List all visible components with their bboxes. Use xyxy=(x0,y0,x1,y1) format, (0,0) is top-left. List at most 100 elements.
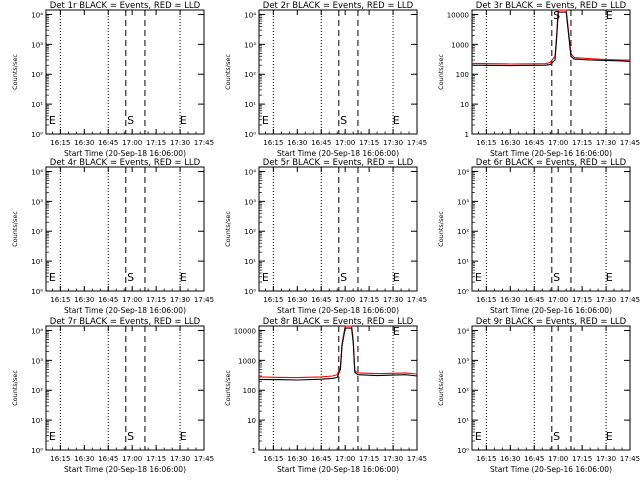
x-axis-label: Start Time (20-Sep-18 16:06:00) xyxy=(277,306,399,315)
x-tick-label: 17:30 xyxy=(383,455,403,463)
x-tick-label: 16:30 xyxy=(74,139,94,147)
panel-title: Det 3r BLACK = Events, RED = LLD xyxy=(476,1,627,11)
interval-marker-s: S xyxy=(340,114,347,127)
y-tick-label: 10⁰ xyxy=(31,447,43,455)
plot-frame xyxy=(45,325,205,451)
y-tick-label: 10² xyxy=(31,387,43,395)
x-tick-label: 17:45 xyxy=(620,139,640,147)
x-tick-label: 17:00 xyxy=(122,139,142,147)
interval-marker-e: E xyxy=(180,271,187,284)
x-tick-label: 16:15 xyxy=(263,139,283,147)
y-tick-label: 10³ xyxy=(244,41,256,49)
x-axis-label: Start Time (20-Sep-18 16:06:00) xyxy=(64,149,186,158)
x-tick-label: 17:30 xyxy=(170,296,190,304)
x-tick-label: 16:15 xyxy=(476,139,496,147)
interval-marker-e: E xyxy=(180,114,187,127)
y-tick-label: 10¹ xyxy=(31,258,43,266)
panel-title: Det 7r BLACK = Events, RED = LLD xyxy=(50,317,201,327)
interval-marker-e: E xyxy=(393,325,400,338)
lld-series-line xyxy=(471,9,630,65)
interval-marker-s: S xyxy=(553,9,560,22)
x-tick-label: 17:00 xyxy=(335,296,355,304)
x-tick-label: 17:00 xyxy=(548,455,568,463)
y-tick-label: 10000 xyxy=(234,327,256,335)
y-axis-label: Counts/sec xyxy=(224,54,232,90)
interval-marker-s: S xyxy=(127,114,134,127)
y-tick-label: 10³ xyxy=(31,198,43,206)
interval-marker-s: S xyxy=(127,271,134,284)
x-tick-label: 16:45 xyxy=(98,296,118,304)
detector-panel-7: Det 7r BLACK = Events, RED = LLD Start Ti… xyxy=(11,317,214,474)
interval-marker-e: E xyxy=(262,271,269,284)
interval-marker-e: E xyxy=(180,430,187,443)
x-tick-label: 16:30 xyxy=(500,455,520,463)
y-tick-label: 10⁴ xyxy=(31,11,43,19)
y-axis-label: Counts/sec xyxy=(437,211,445,247)
y-tick-label: 10⁰ xyxy=(244,288,256,296)
x-tick-label: 17:45 xyxy=(194,455,214,463)
y-tick-label: 10⁴ xyxy=(31,168,43,176)
panel-title: Det 8r BLACK = Events, RED = LLD xyxy=(263,317,414,327)
interval-marker-s: S xyxy=(553,430,560,443)
x-tick-label: 16:15 xyxy=(263,296,283,304)
detector-panel-5: Det 5r BLACK = Events, RED = LLD Start Ti… xyxy=(224,158,427,315)
detector-panel-4: Det 4r BLACK = Events, RED = LLD Start Ti… xyxy=(11,158,214,315)
interval-marker-e: E xyxy=(49,271,56,284)
x-tick-label: 16:30 xyxy=(287,296,307,304)
interval-marker-s: S xyxy=(340,271,347,284)
interval-marker-e: E xyxy=(262,114,269,127)
x-axis-label: Start Time (20-Sep-18 16:06:00) xyxy=(64,306,186,315)
x-axis-label: Start Time (20-Sep-18 16:06:00) xyxy=(277,149,399,158)
x-tick-label: 16:45 xyxy=(524,296,544,304)
y-tick-label: 100 xyxy=(243,387,256,395)
x-tick-label: 17:30 xyxy=(170,139,190,147)
x-tick-label: 16:15 xyxy=(476,455,496,463)
interval-marker-e: E xyxy=(393,114,400,127)
y-tick-label: 10⁴ xyxy=(457,168,469,176)
y-tick-label: 10⁴ xyxy=(31,327,43,335)
x-tick-label: 17:45 xyxy=(620,296,640,304)
x-tick-label: 16:15 xyxy=(263,455,283,463)
y-tick-label: 10⁰ xyxy=(457,288,469,296)
lld-series-line xyxy=(258,325,418,379)
x-tick-label: 17:45 xyxy=(407,455,427,463)
plot-frame xyxy=(258,325,418,451)
x-tick-label: 17:30 xyxy=(596,139,616,147)
interval-marker-e: E xyxy=(393,271,400,284)
x-tick-label: 17:45 xyxy=(194,296,214,304)
plot-frame xyxy=(258,9,418,135)
x-tick-label: 16:45 xyxy=(524,455,544,463)
x-tick-label: 16:15 xyxy=(50,139,70,147)
x-tick-label: 17:30 xyxy=(170,455,190,463)
y-tick-label: 10³ xyxy=(457,357,469,365)
panel-title: Det 4r BLACK = Events, RED = LLD xyxy=(50,158,201,168)
interval-marker-e: E xyxy=(475,430,482,443)
x-tick-label: 17:45 xyxy=(407,139,427,147)
y-axis-label: Counts/sec xyxy=(437,370,445,406)
plot-frame xyxy=(471,9,631,135)
y-tick-label: 10¹ xyxy=(31,417,43,425)
interval-marker-e: E xyxy=(49,430,56,443)
detector-panel-2: Det 2r BLACK = Events, RED = LLD Start Ti… xyxy=(224,1,427,158)
x-tick-label: 17:00 xyxy=(335,139,355,147)
x-tick-label: 17:15 xyxy=(572,296,592,304)
y-axis-label: Counts/sec xyxy=(224,370,232,406)
y-tick-label: 10² xyxy=(244,228,256,236)
x-tick-label: 17:00 xyxy=(122,455,142,463)
y-axis-label: Counts/sec xyxy=(437,54,445,90)
y-tick-label: 10³ xyxy=(31,357,43,365)
x-axis-label: Start Time (20-Sep-16 16:06:00) xyxy=(490,149,612,158)
y-tick-label: 10⁰ xyxy=(457,447,469,455)
y-tick-label: 10² xyxy=(31,228,43,236)
panel-title: Det 9r BLACK = Events, RED = LLD xyxy=(476,317,627,327)
x-tick-label: 17:30 xyxy=(383,139,403,147)
y-tick-label: 10⁴ xyxy=(244,168,256,176)
x-tick-label: 16:45 xyxy=(98,455,118,463)
x-axis-label: Start Time (20-Sep-18 16:06:00) xyxy=(277,465,399,474)
events-series-line xyxy=(471,11,631,67)
x-tick-label: 16:30 xyxy=(287,139,307,147)
y-tick-label: 10⁰ xyxy=(244,131,256,139)
plot-frame xyxy=(45,166,205,292)
y-tick-label: 1000 xyxy=(451,41,469,49)
y-tick-label: 10 xyxy=(247,417,256,425)
